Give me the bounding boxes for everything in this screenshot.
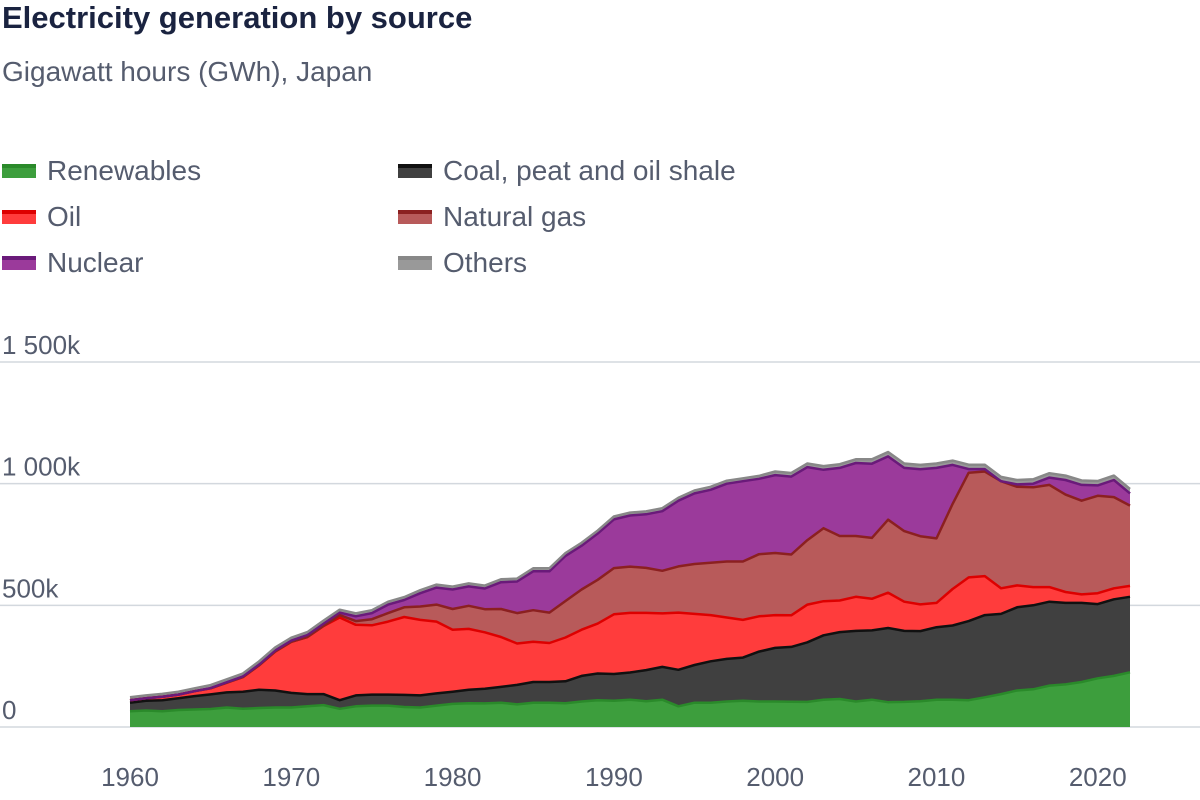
line-renewables bbox=[129, 671, 1131, 713]
line-nuclear bbox=[129, 455, 1131, 702]
line-others bbox=[129, 450, 1131, 699]
area-renewables[interactable] bbox=[130, 672, 1130, 727]
x-tick-label: 2010 bbox=[908, 762, 966, 792]
area-oil[interactable] bbox=[130, 576, 1130, 703]
x-tick-label: 1970 bbox=[262, 762, 320, 792]
y-tick-label: 500k bbox=[2, 573, 59, 603]
legend-label: Coal, peat and oil shale bbox=[443, 155, 736, 186]
legend-label: Oil bbox=[47, 201, 82, 232]
area-coal-peat-and-oil-shale[interactable] bbox=[130, 596, 1130, 712]
legend-item-nuclear[interactable]: Nuclear bbox=[2, 247, 143, 279]
legend-label: Others bbox=[443, 247, 528, 278]
y-tick-label: 1 500k bbox=[2, 330, 81, 360]
legend-item-others[interactable]: Others bbox=[398, 247, 527, 279]
legend-swatch bbox=[2, 256, 36, 270]
legend-item-natural-gas[interactable]: Natural gas bbox=[398, 201, 586, 233]
legend-item-renewables[interactable]: Renewables bbox=[2, 155, 201, 187]
y-tick-label: 1 000k bbox=[2, 452, 81, 482]
legend-swatch bbox=[398, 210, 432, 224]
legend-swatch bbox=[2, 210, 36, 224]
legend-item-coal[interactable]: Coal, peat and oil shale bbox=[398, 155, 736, 187]
legend-label: Renewables bbox=[47, 155, 202, 186]
chart-title: Electricity generation by source bbox=[2, 0, 473, 35]
x-tick-label: 1990 bbox=[585, 762, 643, 792]
legend-label: Nuclear bbox=[47, 247, 144, 278]
y-tick-label: 0 bbox=[2, 695, 16, 725]
legend-swatch bbox=[2, 164, 36, 178]
x-tick-label: 1980 bbox=[424, 762, 482, 792]
legend-swatch bbox=[398, 256, 432, 270]
x-tick-label: 1960 bbox=[101, 762, 159, 792]
legend-item-oil[interactable]: Oil bbox=[2, 201, 81, 233]
line-natural-gas bbox=[129, 470, 1131, 702]
x-tick-label: 2020 bbox=[1069, 762, 1127, 792]
area-natural-gas[interactable] bbox=[130, 471, 1130, 701]
area-nuclear[interactable] bbox=[130, 456, 1130, 701]
line-coal-peat-and-oil-shale bbox=[129, 595, 1131, 704]
legend-label: Natural gas bbox=[443, 201, 587, 232]
x-tick-label: 2000 bbox=[746, 762, 804, 792]
legend-swatch bbox=[398, 164, 432, 178]
chart-subtitle: Gigawatt hours (GWh), Japan bbox=[2, 56, 373, 87]
